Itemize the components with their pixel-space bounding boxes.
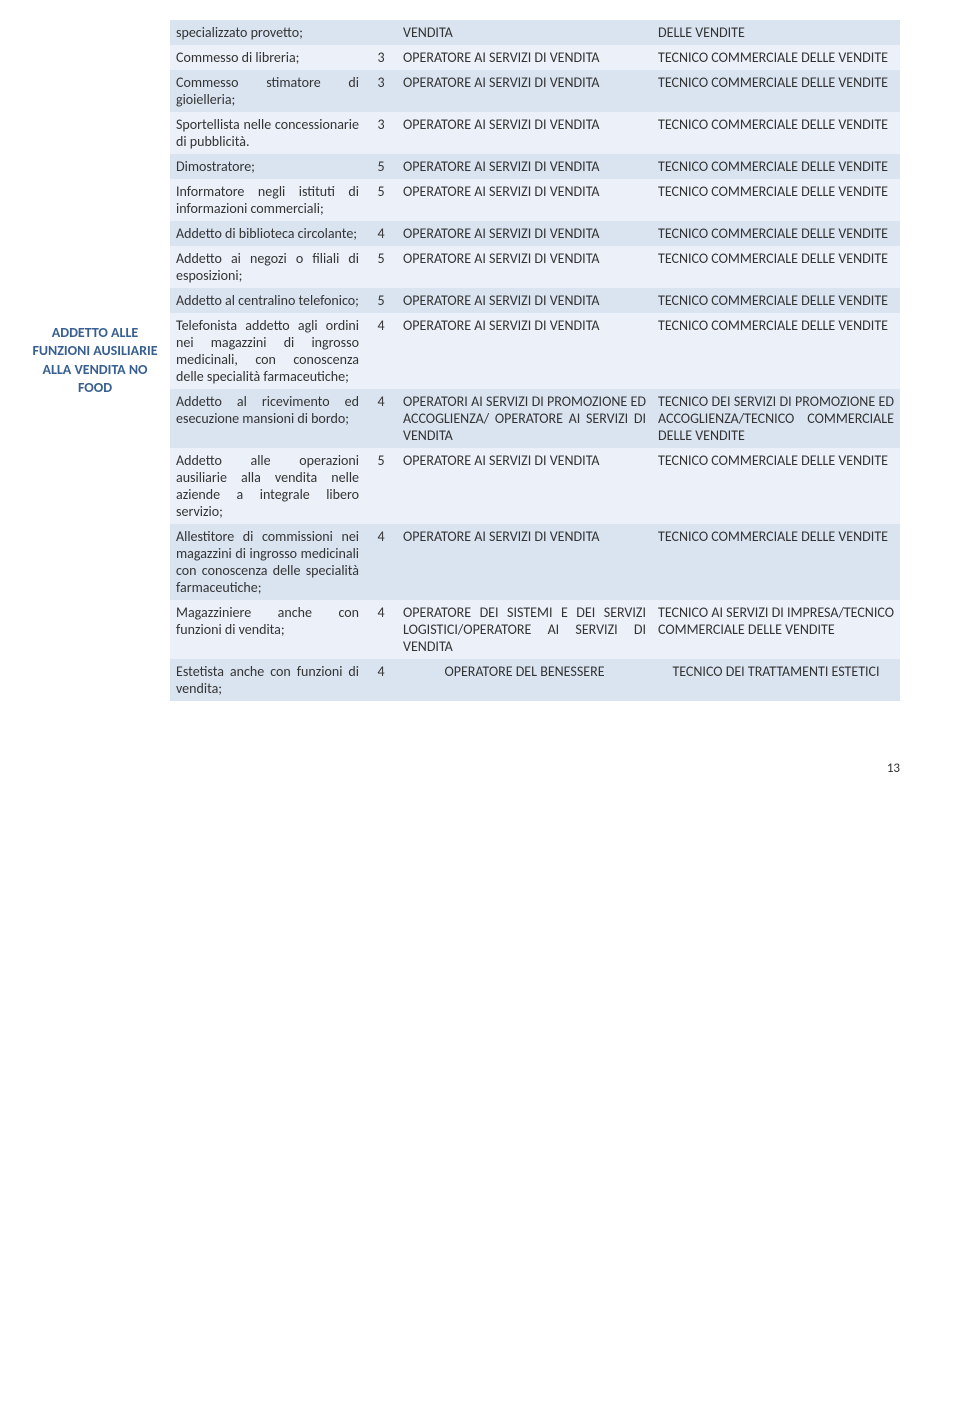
level-cell: 4 <box>365 600 397 659</box>
table-row: ADDETTO ALLE FUNZIONI AUSILIARIE ALLA VE… <box>20 20 900 45</box>
role-cell: Estetista anche con funzioni di vendita; <box>170 659 365 701</box>
operator-cell: OPERATORE AI SERVIZI DI VENDITA <box>397 179 652 221</box>
operator-cell: VENDITA <box>397 20 652 45</box>
technician-cell: DELLE VENDITE <box>652 20 900 45</box>
role-cell: Addetto ai negozi o filiali di esposizio… <box>170 246 365 288</box>
operator-cell: OPERATORE AI SERVIZI DI VENDITA <box>397 524 652 600</box>
operator-cell: OPERATORI AI SERVIZI DI PROMOZIONE ED AC… <box>397 389 652 448</box>
operator-cell: OPERATORE DEL BENESSERE <box>397 659 652 701</box>
role-cell: Telefonista addetto agli ordini nei maga… <box>170 313 365 389</box>
operator-cell: OPERATORE AI SERVIZI DI VENDITA <box>397 154 652 179</box>
technician-cell: TECNICO COMMERCIALE DELLE VENDITE <box>652 288 900 313</box>
operator-cell: OPERATORE DEI SISTEMI E DEI SERVIZI LOGI… <box>397 600 652 659</box>
technician-cell: TECNICO COMMERCIALE DELLE VENDITE <box>652 112 900 154</box>
mapping-table: ADDETTO ALLE FUNZIONI AUSILIARIE ALLA VE… <box>20 20 900 701</box>
role-cell: specializzato provetto; <box>170 20 365 45</box>
level-cell: 5 <box>365 448 397 524</box>
level-cell: 5 <box>365 154 397 179</box>
level-cell: 4 <box>365 389 397 448</box>
role-cell: Sportellista nelle concessionarie di pub… <box>170 112 365 154</box>
role-cell: Addetto alle operazioni ausiliarie alla … <box>170 448 365 524</box>
operator-cell: OPERATORE AI SERVIZI DI VENDITA <box>397 45 652 70</box>
operator-cell: OPERATORE AI SERVIZI DI VENDITA <box>397 448 652 524</box>
technician-cell: TECNICO COMMERCIALE DELLE VENDITE <box>652 313 900 389</box>
technician-cell: TECNICO COMMERCIALE DELLE VENDITE <box>652 70 900 112</box>
technician-cell: TECNICO COMMERCIALE DELLE VENDITE <box>652 179 900 221</box>
level-cell: 5 <box>365 288 397 313</box>
role-cell: Addetto al centralino telefonico; <box>170 288 365 313</box>
operator-cell: OPERATORE AI SERVIZI DI VENDITA <box>397 288 652 313</box>
role-cell: Addetto al ricevimento ed esecuzione man… <box>170 389 365 448</box>
operator-cell: OPERATORE AI SERVIZI DI VENDITA <box>397 70 652 112</box>
level-cell: 3 <box>365 70 397 112</box>
role-cell: Magazziniere anche con funzioni di vendi… <box>170 600 365 659</box>
role-cell: Addetto di biblioteca circolante; <box>170 221 365 246</box>
technician-cell: TECNICO COMMERCIALE DELLE VENDITE <box>652 221 900 246</box>
role-cell: Commesso stimatore di gioielleria; <box>170 70 365 112</box>
level-cell: 5 <box>365 246 397 288</box>
role-cell: Dimostratore; <box>170 154 365 179</box>
operator-cell: OPERATORE AI SERVIZI DI VENDITA <box>397 112 652 154</box>
technician-cell: TECNICO COMMERCIALE DELLE VENDITE <box>652 448 900 524</box>
technician-cell: TECNICO DEI TRATTAMENTI ESTETICI <box>652 659 900 701</box>
page-number: 13 <box>0 721 960 796</box>
technician-cell: TECNICO AI SERVIZI DI IMPRESA/TECNICO CO… <box>652 600 900 659</box>
level-cell: 3 <box>365 112 397 154</box>
operator-cell: OPERATORE AI SERVIZI DI VENDITA <box>397 313 652 389</box>
category-label: ADDETTO ALLE FUNZIONI AUSILIARIE ALLA VE… <box>20 20 170 701</box>
role-cell: Informatore negli istituti di informazio… <box>170 179 365 221</box>
level-cell: 5 <box>365 179 397 221</box>
role-cell: Allestitore di commissioni nei magazzini… <box>170 524 365 600</box>
level-cell: 4 <box>365 221 397 246</box>
level-cell: 4 <box>365 313 397 389</box>
technician-cell: TECNICO COMMERCIALE DELLE VENDITE <box>652 524 900 600</box>
level-cell: 3 <box>365 45 397 70</box>
technician-cell: TECNICO COMMERCIALE DELLE VENDITE <box>652 154 900 179</box>
technician-cell: TECNICO DEI SERVIZI DI PROMOZIONE ED ACC… <box>652 389 900 448</box>
operator-cell: OPERATORE AI SERVIZI DI VENDITA <box>397 246 652 288</box>
role-cell: Commesso di libreria; <box>170 45 365 70</box>
level-cell <box>365 20 397 45</box>
technician-cell: TECNICO COMMERCIALE DELLE VENDITE <box>652 246 900 288</box>
operator-cell: OPERATORE AI SERVIZI DI VENDITA <box>397 221 652 246</box>
technician-cell: TECNICO COMMERCIALE DELLE VENDITE <box>652 45 900 70</box>
level-cell: 4 <box>365 524 397 600</box>
level-cell: 4 <box>365 659 397 701</box>
